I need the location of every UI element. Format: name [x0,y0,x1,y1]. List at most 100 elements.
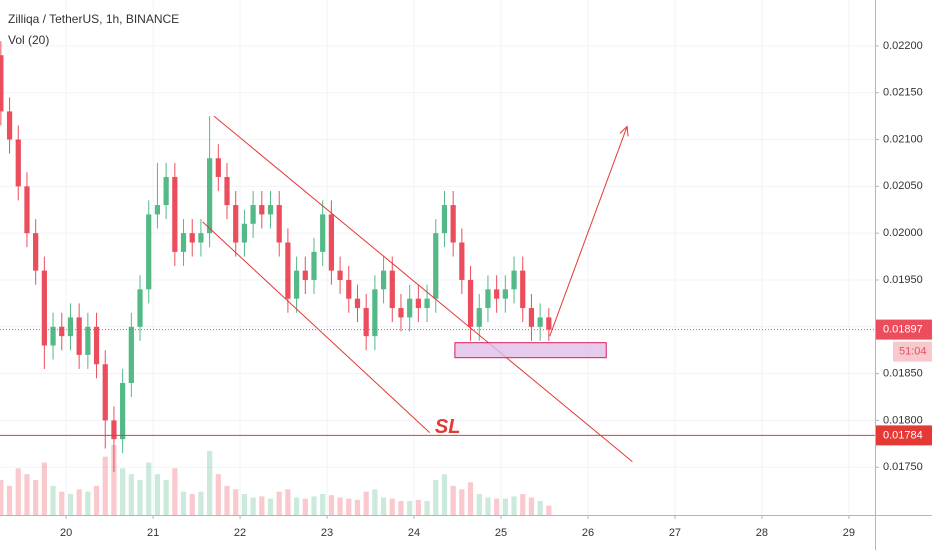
volume-bar [546,505,552,515]
volume-bar [459,489,465,515]
volume-bar [267,498,274,515]
trend-line [213,115,633,463]
y-tick-label: 0.01850 [883,368,923,380]
candle-body [259,205,265,215]
candle-body [363,308,369,337]
candle-body [372,289,378,337]
volume-bar [102,456,108,515]
volume-bar [250,497,256,515]
candle-body [224,176,230,206]
volume-bar [407,501,413,515]
candle-body [459,242,465,280]
axes: 0.017500.018000.018500.019000.019500.020… [60,40,932,539]
candle-body [93,326,100,365]
volume-bar [67,494,74,515]
volume-bar [276,491,282,515]
candle-body [407,298,413,318]
trend-line [202,221,431,433]
volume-bar [41,462,47,515]
indicator-label: Vol (20) [8,33,49,47]
candle-body [537,317,543,327]
candle-body [346,279,352,299]
candle-body [198,233,204,243]
volume-bar [111,445,117,515]
support-zone [454,342,607,359]
volume-bar [59,491,65,515]
candle-body [241,223,248,243]
volume-bar [502,498,508,515]
volume-bar [389,498,395,515]
volume-bar [207,450,213,515]
x-tick-label: 21 [147,527,159,539]
stop-price-label: 0.01784 [883,429,923,441]
volume-bar [511,496,517,515]
candle-body [172,176,178,252]
volume-bar [33,480,39,515]
volume-bar [363,491,369,515]
volume-bar [520,494,526,515]
volume-bar [241,494,248,515]
candle-body [128,326,134,383]
volume-bar [450,485,456,515]
volume-bar [293,497,300,515]
volume-bar [415,499,421,515]
x-tick-label: 28 [756,527,768,539]
candle-body [328,214,334,271]
candle-body [6,111,13,140]
volume [0,445,552,515]
countdown-box [893,341,932,362]
candle-body [207,158,213,234]
volume-bar [528,497,535,515]
volume-bar [15,468,21,515]
stop-price-box [876,425,932,446]
volume-bar [337,497,343,515]
candle-body [485,289,491,309]
last-price-box [876,319,932,340]
candle-body [320,214,326,252]
y-tick-label: 0.02200 [883,40,923,52]
volume-bar [0,480,4,515]
volume-bar [215,474,221,515]
candle-body [24,186,30,234]
x-tick-label: 29 [843,527,855,539]
candle-body [67,317,74,337]
candle-body [302,270,308,280]
volume-bar [467,482,474,515]
candle-body [50,326,56,346]
candle-body [389,270,395,309]
candle-body [424,298,430,309]
volume-bar [93,485,100,515]
y-tick-label: 0.02050 [883,180,923,192]
candle-body [85,326,91,355]
volume-bar [346,498,352,515]
volume-bar [380,497,387,515]
annotation: SL [435,416,461,438]
volume-bar [154,474,161,515]
candle-body [189,233,195,243]
volume-bar [6,485,13,515]
volume-bar [476,494,482,515]
volume-bar [76,489,82,515]
candle-body [120,382,126,440]
candle-body [59,326,65,337]
candle-body [467,279,474,327]
y-tick-label: 0.01950 [883,274,923,286]
volume-bar [328,495,334,515]
x-tick-label: 25 [495,527,507,539]
volume-bar [233,489,239,515]
volume-bar [320,494,326,515]
candle-body [380,270,387,290]
candle-body [415,298,421,309]
candle-body [441,205,448,234]
volume-bar [128,474,134,515]
x-tick-label: 26 [582,527,594,539]
volume-bar [180,491,187,515]
candle-body [276,205,282,243]
candle-body [337,270,343,280]
arrow [549,125,629,337]
candle-body [233,205,239,243]
candle-body [250,205,256,224]
candle-body [433,233,439,299]
last-price-label: 0.01897 [883,324,923,336]
